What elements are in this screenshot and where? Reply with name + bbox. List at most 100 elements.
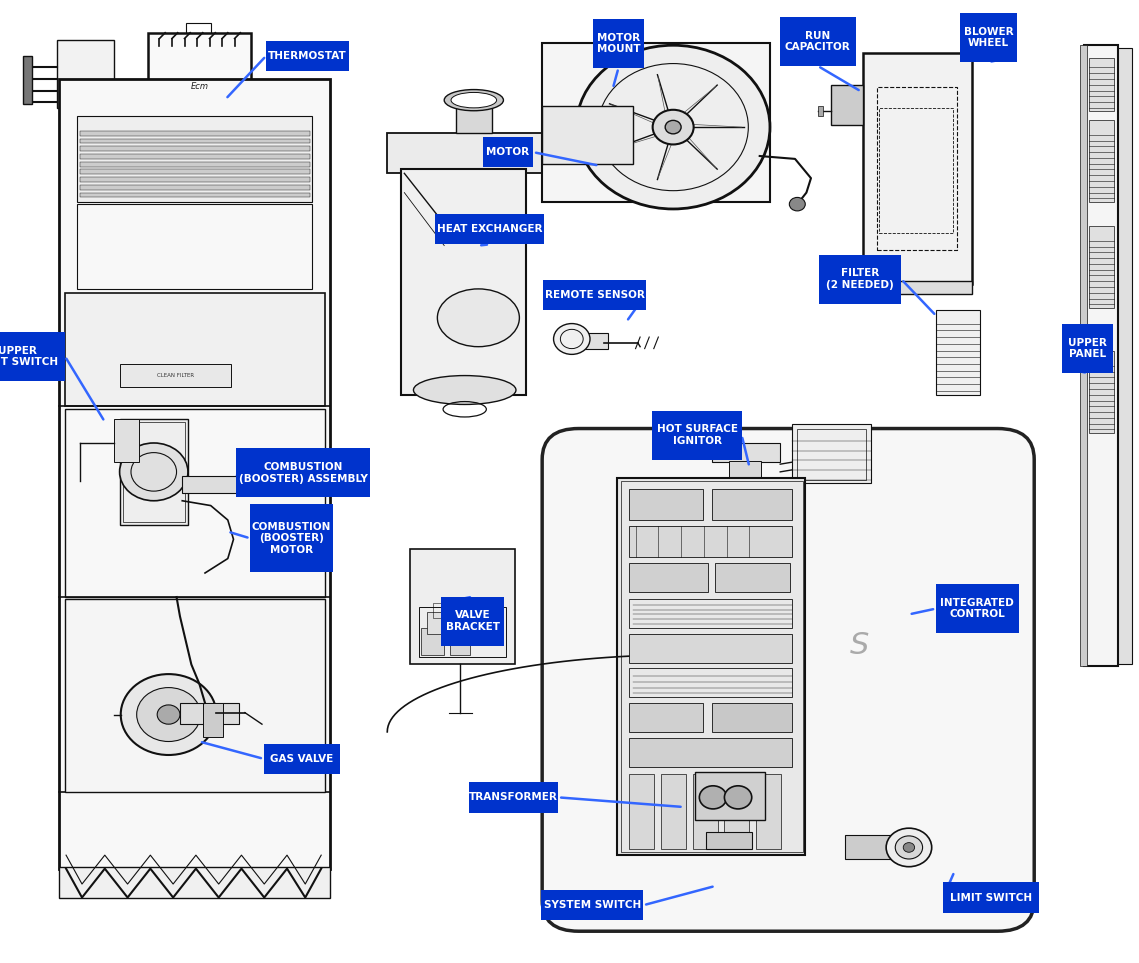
Ellipse shape (437, 289, 519, 347)
FancyBboxPatch shape (653, 411, 741, 459)
Bar (695, 772, 765, 820)
Bar (724, 774, 749, 849)
Ellipse shape (451, 92, 497, 108)
FancyBboxPatch shape (251, 505, 333, 572)
Text: Ecm: Ecm (190, 82, 208, 91)
Bar (831, 85, 863, 125)
Bar (203, 703, 223, 737)
Circle shape (789, 197, 805, 211)
Bar (629, 599, 792, 628)
Text: VALVE
BRACKET: VALVE BRACKET (445, 611, 500, 632)
Bar (729, 461, 761, 477)
Text: BLOWER
WHEEL: BLOWER WHEEL (964, 27, 1014, 48)
Text: HOT SURFACE
IGNITOR: HOT SURFACE IGNITOR (656, 425, 738, 446)
Text: TRANSFORMER: TRANSFORMER (469, 793, 558, 802)
Text: COMBUSTION
(BOOSTER) ASSEMBLY: COMBUSTION (BOOSTER) ASSEMBLY (238, 462, 368, 483)
FancyBboxPatch shape (542, 429, 1034, 931)
Circle shape (724, 786, 752, 809)
Bar (629, 526, 792, 557)
FancyBboxPatch shape (441, 597, 505, 645)
FancyBboxPatch shape (267, 40, 349, 71)
Bar (629, 703, 703, 732)
Ellipse shape (413, 376, 516, 404)
Circle shape (121, 674, 216, 755)
Text: UPPER
PANEL: UPPER PANEL (1068, 338, 1107, 359)
Bar (59, 867, 330, 898)
Bar (80, 185, 310, 190)
Bar (706, 832, 752, 849)
Bar (1089, 226, 1114, 308)
Bar (629, 563, 708, 592)
Bar (59, 79, 330, 869)
Bar (863, 53, 972, 284)
Bar (863, 281, 972, 294)
Bar (621, 481, 803, 852)
Bar (123, 422, 185, 522)
Bar (877, 87, 957, 250)
Bar (712, 443, 780, 462)
FancyBboxPatch shape (263, 743, 341, 774)
Bar (712, 703, 792, 732)
Bar (120, 364, 231, 387)
Bar (80, 146, 310, 151)
Circle shape (699, 786, 727, 809)
Bar (65, 409, 325, 597)
Bar (712, 489, 792, 520)
Circle shape (895, 836, 923, 859)
Bar (80, 131, 310, 136)
Circle shape (554, 324, 590, 354)
FancyBboxPatch shape (779, 17, 857, 65)
Text: HEAT EXCHANGER: HEAT EXCHANGER (437, 224, 542, 234)
Bar (1089, 351, 1114, 433)
Bar (693, 774, 718, 849)
Bar (818, 106, 823, 116)
Bar (1089, 58, 1114, 111)
Bar (120, 419, 188, 525)
Bar (433, 603, 476, 618)
Circle shape (157, 705, 180, 724)
FancyBboxPatch shape (541, 890, 644, 921)
Text: RUN
CAPACITOR: RUN CAPACITOR (785, 31, 851, 52)
Bar (542, 43, 770, 202)
Text: CLEAN FILTER: CLEAN FILTER (157, 373, 194, 378)
FancyBboxPatch shape (435, 214, 544, 245)
Bar (845, 835, 891, 859)
Bar (715, 563, 790, 592)
Bar (1080, 45, 1087, 666)
Text: THERMOSTAT: THERMOSTAT (268, 51, 347, 61)
Bar (756, 774, 781, 849)
Bar (1114, 48, 1132, 664)
Text: UPPER
LIMIT SWITCH: UPPER LIMIT SWITCH (0, 346, 58, 367)
Bar (738, 477, 752, 486)
FancyBboxPatch shape (469, 782, 558, 813)
Bar (427, 612, 484, 634)
Bar (154, 112, 247, 127)
FancyBboxPatch shape (943, 882, 1039, 913)
Bar (1089, 120, 1114, 202)
FancyBboxPatch shape (236, 449, 370, 497)
Bar (80, 177, 310, 182)
Bar (80, 139, 310, 143)
Bar (80, 154, 310, 159)
Bar (629, 738, 792, 767)
Bar (542, 106, 633, 164)
Bar (661, 774, 686, 849)
Bar (77, 204, 312, 289)
Bar (629, 634, 792, 663)
Bar (410, 549, 515, 664)
FancyBboxPatch shape (483, 137, 533, 168)
Text: MOTOR
MOUNT: MOTOR MOUNT (597, 33, 640, 54)
Text: FILTER
(2 NEEDED): FILTER (2 NEEDED) (826, 269, 894, 290)
FancyBboxPatch shape (1063, 325, 1113, 373)
Text: COMBUSTION
(BOOSTER)
MOTOR: COMBUSTION (BOOSTER) MOTOR (252, 522, 331, 555)
Circle shape (903, 843, 915, 852)
Circle shape (665, 120, 681, 134)
Bar (401, 169, 526, 395)
Bar (114, 419, 139, 462)
Bar (186, 23, 211, 33)
Bar (80, 193, 310, 197)
Bar (77, 116, 312, 202)
Circle shape (120, 443, 188, 501)
Text: REMOTE SENSOR: REMOTE SENSOR (544, 290, 645, 299)
Bar (450, 628, 470, 655)
